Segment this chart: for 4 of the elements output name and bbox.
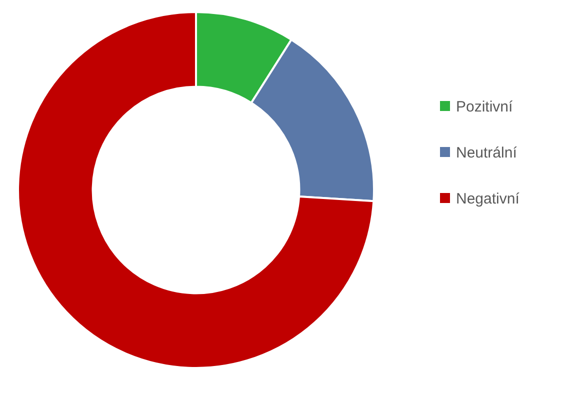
legend-label: Neutrální [456,144,518,162]
donut-slice [17,11,375,369]
legend-label: Negativní [456,190,520,208]
legend-label: Pozitivní [456,98,514,116]
